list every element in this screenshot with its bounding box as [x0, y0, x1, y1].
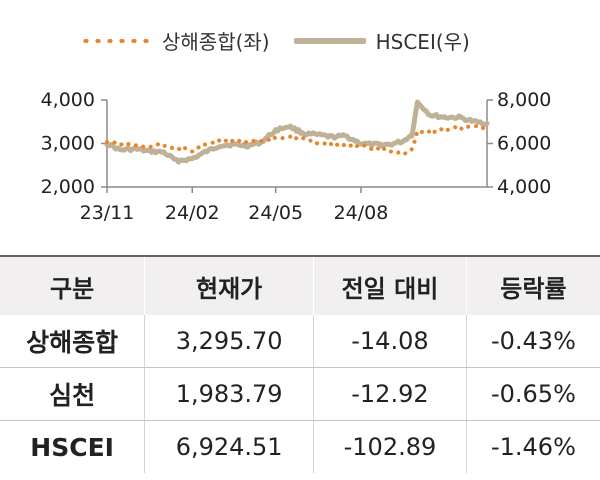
row-price: 6,924.51	[144, 420, 315, 473]
x-tick-label: 23/11	[80, 202, 135, 224]
table-header-row: 구분 현재가 전일 대비 등락률	[0, 257, 600, 315]
row-change: -14.08	[313, 315, 467, 368]
legend-label-hscei: HSCEI(우)	[375, 30, 470, 54]
row-name: 상해종합	[0, 315, 146, 368]
header-category: 구분	[0, 257, 146, 315]
row-pct: -1.46%	[490, 433, 576, 461]
chart-legend: 상해종합(좌) HSCEI(우)	[80, 26, 494, 55]
table-row: HSCEI 6,924.51 -102.89 -1.46%	[0, 420, 600, 473]
row-name: 심천	[0, 367, 146, 421]
legend-item-hscei: HSCEI(우)	[293, 26, 470, 55]
row-change: -102.89	[313, 420, 467, 473]
row-price: 1,983.79	[144, 367, 315, 421]
y-tick-label-right: 8,000	[497, 89, 551, 111]
table-row: 심천 1,983.79 -12.92 -0.65%	[0, 367, 600, 421]
y-tick-label-right: 6,000	[497, 133, 551, 155]
y-tick-label-left: 4,000	[41, 89, 95, 111]
y-tick-label-left: 2,000	[41, 176, 95, 198]
row-change: -12.92	[313, 367, 467, 421]
header-change: 전일 대비	[313, 257, 467, 315]
table-row: 상해종합 3,295.70 -14.08 -0.43%	[0, 315, 600, 368]
legend-item-shanghai: 상해종합(좌)	[80, 26, 270, 55]
header-pct: 등락률	[466, 257, 600, 315]
legend-label-shanghai: 상해종합(좌)	[162, 30, 270, 54]
line-chart: 2,000 3,000 4,000 4,000 6,000 8,000 23/11 24/02…	[41, 89, 552, 224]
y-tick-label-right: 4,000	[497, 176, 551, 198]
x-tick-label: 24/02	[165, 202, 220, 224]
y-tick-label-left: 3,000	[41, 133, 95, 155]
x-tick-label: 24/08	[334, 202, 389, 224]
x-tick-label: 24/05	[248, 202, 303, 224]
row-pct: -0.65%	[466, 367, 600, 421]
series-line-hscei	[104, 99, 490, 165]
legend-swatch-dotted	[80, 38, 152, 43]
series-line-shanghai	[105, 123, 489, 157]
index-table: 구분 현재가 전일 대비 등락률 상해종합 3,295.70 -14.08 -0…	[0, 257, 600, 473]
legend-swatch-solid	[293, 37, 366, 44]
header-price: 현재가	[144, 257, 315, 315]
row-pct: -0.43%	[466, 315, 600, 368]
row-name: HSCEI	[0, 420, 146, 473]
row-price: 3,295.70	[144, 315, 315, 368]
table-top-rule	[0, 255, 600, 257]
